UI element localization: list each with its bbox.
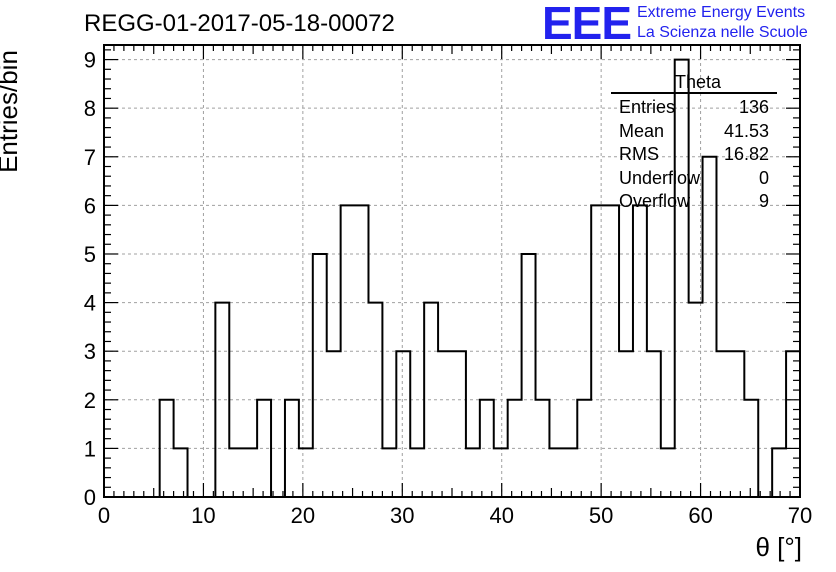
histogram-bin [480, 400, 494, 497]
histogram-bin [327, 351, 341, 497]
histogram-bin [716, 351, 730, 497]
stats-value: 41.53 [723, 120, 769, 141]
histogram-bin [438, 351, 452, 497]
histogram-bin [229, 448, 243, 497]
logo-line-2: La Scienza nelle Scuole [637, 24, 808, 41]
y-tick-label: 7 [84, 145, 96, 170]
stats-row-mean: Mean 41.53 [611, 120, 777, 144]
stats-label: Overflow [619, 191, 691, 211]
stats-label: Mean [619, 120, 665, 141]
y-tick-label: 2 [84, 388, 96, 413]
stats-label: RMS [619, 144, 659, 164]
histogram-bin [215, 303, 229, 497]
stats-row-rms: RMS 16.82 [611, 143, 777, 167]
stats-value: 136 [738, 97, 769, 117]
x-axis-label: θ [°] [755, 532, 802, 562]
y-axis-label: Entries/bin [0, 50, 23, 173]
histogram-bin [382, 448, 396, 497]
histogram-bin [313, 254, 327, 497]
logo-line-1: Extreme Energy Events [637, 4, 806, 21]
y-tick-label: 0 [84, 485, 96, 510]
y-tick-label: 4 [84, 291, 96, 316]
histogram-bin [396, 351, 410, 497]
y-tick-label: 3 [84, 339, 96, 364]
x-tick-label: 60 [688, 503, 712, 528]
stats-value: 9 [758, 191, 769, 211]
eee-logo: EEE [542, 0, 632, 49]
y-tick-label: 8 [84, 96, 96, 121]
histogram-bin [174, 448, 188, 497]
axis-ticks [103, 45, 801, 498]
histogram-bin [522, 254, 536, 497]
histogram-bin [466, 448, 480, 497]
x-tick-label: 50 [589, 503, 613, 528]
stats-value: 0 [758, 167, 769, 188]
histogram-bin [772, 448, 786, 497]
axis-tick-labels: 0 10 20 30 40 50 60 70 0 1 2 3 4 5 6 7 8 9 [84, 48, 812, 528]
x-tick-label: 40 [489, 503, 513, 528]
histogram-bin [494, 448, 508, 497]
histogram-bin [243, 448, 257, 497]
x-tick-label: 30 [390, 503, 414, 528]
histogram-bin [786, 351, 800, 497]
stats-box: Theta Entries 136 Mean 41.53 RMS 16.82 U… [611, 72, 777, 214]
x-tick-label: 20 [291, 503, 315, 528]
histogram-bin [452, 351, 466, 497]
y-tick-label: 1 [84, 436, 96, 461]
stats-title: Theta [674, 72, 722, 92]
stats-row-entries: Entries 136 [611, 96, 777, 120]
histogram-bin [619, 351, 633, 497]
histogram-bin [410, 448, 424, 497]
stats-label: Underflow [619, 167, 701, 188]
x-tick-label: 70 [788, 503, 812, 528]
stats-row-underflow: Underflow 0 [611, 167, 777, 191]
x-tick-label: 0 [98, 503, 110, 528]
stats-row-overflow: Overflow 9 [611, 190, 777, 214]
histogram-bin [661, 448, 675, 497]
histogram-bin [647, 351, 661, 497]
stats-value: 16.82 [723, 144, 769, 164]
histogram-outline [104, 58, 801, 498]
histogram-bin [730, 351, 744, 497]
histogram-series [104, 58, 801, 498]
histogram-bin [563, 448, 577, 497]
chart-title: REGG-01-2017-05-18-00072 [84, 10, 395, 37]
histogram-bin [299, 448, 313, 497]
y-tick-label: 5 [84, 242, 96, 267]
y-tick-label: 6 [84, 193, 96, 218]
stats-divider [611, 92, 777, 94]
stats-label: Entries [619, 97, 676, 117]
x-tick-label: 10 [191, 503, 215, 528]
y-tick-label: 9 [84, 48, 96, 73]
